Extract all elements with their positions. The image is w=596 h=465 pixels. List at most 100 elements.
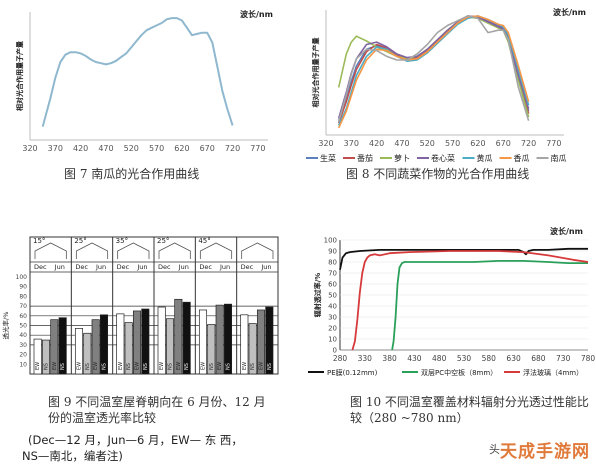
y-tick-label: 90 [19,284,27,291]
y-axis-label: 相对光合作用量子产量 [15,41,24,111]
y-tick-label: 30 [328,314,337,322]
y-tick-label: 30 [19,342,27,349]
chart-fig9-title-text: 图 9 不同温室屋脊朝向在 6 月份、12 月份的温室透光率比较 [48,395,266,425]
orient-label-NS: NS [209,363,215,370]
y-axis-label: 相对光合作用量子产量 [311,38,320,108]
x-tick-label: 620 [174,144,189,153]
x-tick-label: 570 [445,139,460,148]
y-tick-label: 50 [19,323,27,330]
month-label-Dec: Dec [75,263,88,271]
legend-label-黄瓜: 黄瓜 [477,153,493,163]
bar [174,298,183,375]
orient-label-NS: NS [143,363,149,370]
y-tick-label: 40 [328,303,337,311]
bar [41,339,51,375]
series-line-卷心菜 [337,15,530,119]
orient-label-NS: NS [267,363,273,370]
x-tick-label: 780 [581,354,596,363]
y-tick-label: 10 [19,361,27,368]
bar [141,308,150,375]
y-tick-label: 60 [328,281,337,289]
orient-label-NS: NS [60,363,66,370]
bar [240,314,249,375]
orient-label-EW: EW [35,362,41,370]
angle-label: 25° [157,237,169,245]
roof-shape-icon [241,242,274,259]
roof-shape-icon [199,242,233,259]
x-tick-label: 580 [482,354,497,363]
month-label-Dec: Dec [117,263,130,271]
y-tick-label: 80 [328,259,337,267]
y-tick-label: 100 [16,274,28,281]
series-line-萝卜 [337,16,530,118]
orient-label-NS: NS [126,363,132,370]
x-tick-label: 430 [407,354,422,363]
x-tick-label: 420 [369,139,384,148]
series-line-双层PC中空板（8mm） [391,260,588,351]
series-line-生菜 [337,15,530,121]
orient-label-NS: NS [184,363,190,370]
x-tick-label: 330 [358,354,373,363]
orient-label-EW: EW [242,362,248,370]
chart-fig9-title: 图 9 不同温室屋脊朝向在 6 月份、12 月份的温室透光率比较 [48,394,273,426]
y-tick-label: 40 [19,332,27,339]
bar [157,306,166,375]
chart-fig8-title: 图 8 不同蔬菜作物的光合作用曲线 [346,167,530,181]
bar [265,306,274,375]
series-line-main [41,17,234,127]
orient-label-EW: EW [118,362,124,370]
y-tick-label: 10 [328,336,337,344]
source-tag: 头 [489,443,500,456]
bar [248,323,257,375]
bar [116,313,125,375]
legend-label-萝卜: 萝卜 [394,153,410,163]
orient-label-NS: NS [226,363,232,370]
unit-label: 波长/nm [553,7,586,17]
month-label-Jun: Jun [178,263,189,271]
x-tick-label: 520 [124,144,139,153]
orient-label-EW: EW [259,362,265,370]
orient-label-EW: EW [93,362,99,370]
angle-label: 15° [33,237,45,245]
bar [207,324,216,375]
orient-label-EW: EW [159,362,165,370]
legend-label-PE膜(0.12mm): PE膜(0.12mm) [327,368,378,377]
orient-label-NS: NS [102,363,108,370]
chart-fig8: 320 370 420 470 520 570 620 670 720 770 相对光合作用量子产量… [298,0,596,190]
chart-fig7-svg: 320 370 420 470 520 570 620 670 720 770 相对光合作用量子产量… [15,9,273,153]
bar [99,314,109,375]
y-tick-label: 0 [333,347,337,355]
y-tick-label: 20 [328,325,337,333]
orient-label-EW: EW [217,362,223,370]
x-tick-label: 770 [250,144,265,153]
y-tick-label: 70 [19,303,27,310]
bar [74,328,84,375]
chart-fig7-title: 图 7 南瓜的光合作用曲线 [64,167,200,181]
roof-shape-icon [75,242,109,259]
angle-label: 45° [198,237,210,245]
x-tick-label: 520 [420,139,435,148]
y-tick-label: 70 [328,270,337,278]
x-tick-label: 670 [200,144,215,153]
orient-label-EW: EW [201,362,207,370]
x-tick-label: 420 [73,144,88,153]
month-label-Jun: Jun [219,263,230,271]
y-tick-label: 80 [19,293,27,300]
series-line-PE膜(0.12mm) [339,247,588,270]
orient-label-EW: EW [135,362,141,370]
x-tick-label: 720 [521,139,536,148]
month-label-Dec: Dec [34,263,47,271]
y-tick-label: 60 [19,313,27,320]
bar [83,332,92,375]
month-label-Dec: Dec [199,263,212,271]
x-tick-label: 380 [382,354,397,363]
chart-fig9: 10 20 30 40 50 60 70 80 90 100 透光率/% 15° Dec Jun EW NS E… [0,222,298,465]
bar [182,301,191,375]
angle-label: 25° [74,237,86,245]
y-tick-label: 90 [328,248,337,256]
watermark-logo: 天成手游网 [500,442,590,462]
x-tick-label: 680 [531,354,546,363]
x-tick-label: 730 [556,354,571,363]
chart-fig10-title: 图 10 不同温室覆盖材料辐射分光透过性能比较（280 ~780 nm） [350,394,590,426]
